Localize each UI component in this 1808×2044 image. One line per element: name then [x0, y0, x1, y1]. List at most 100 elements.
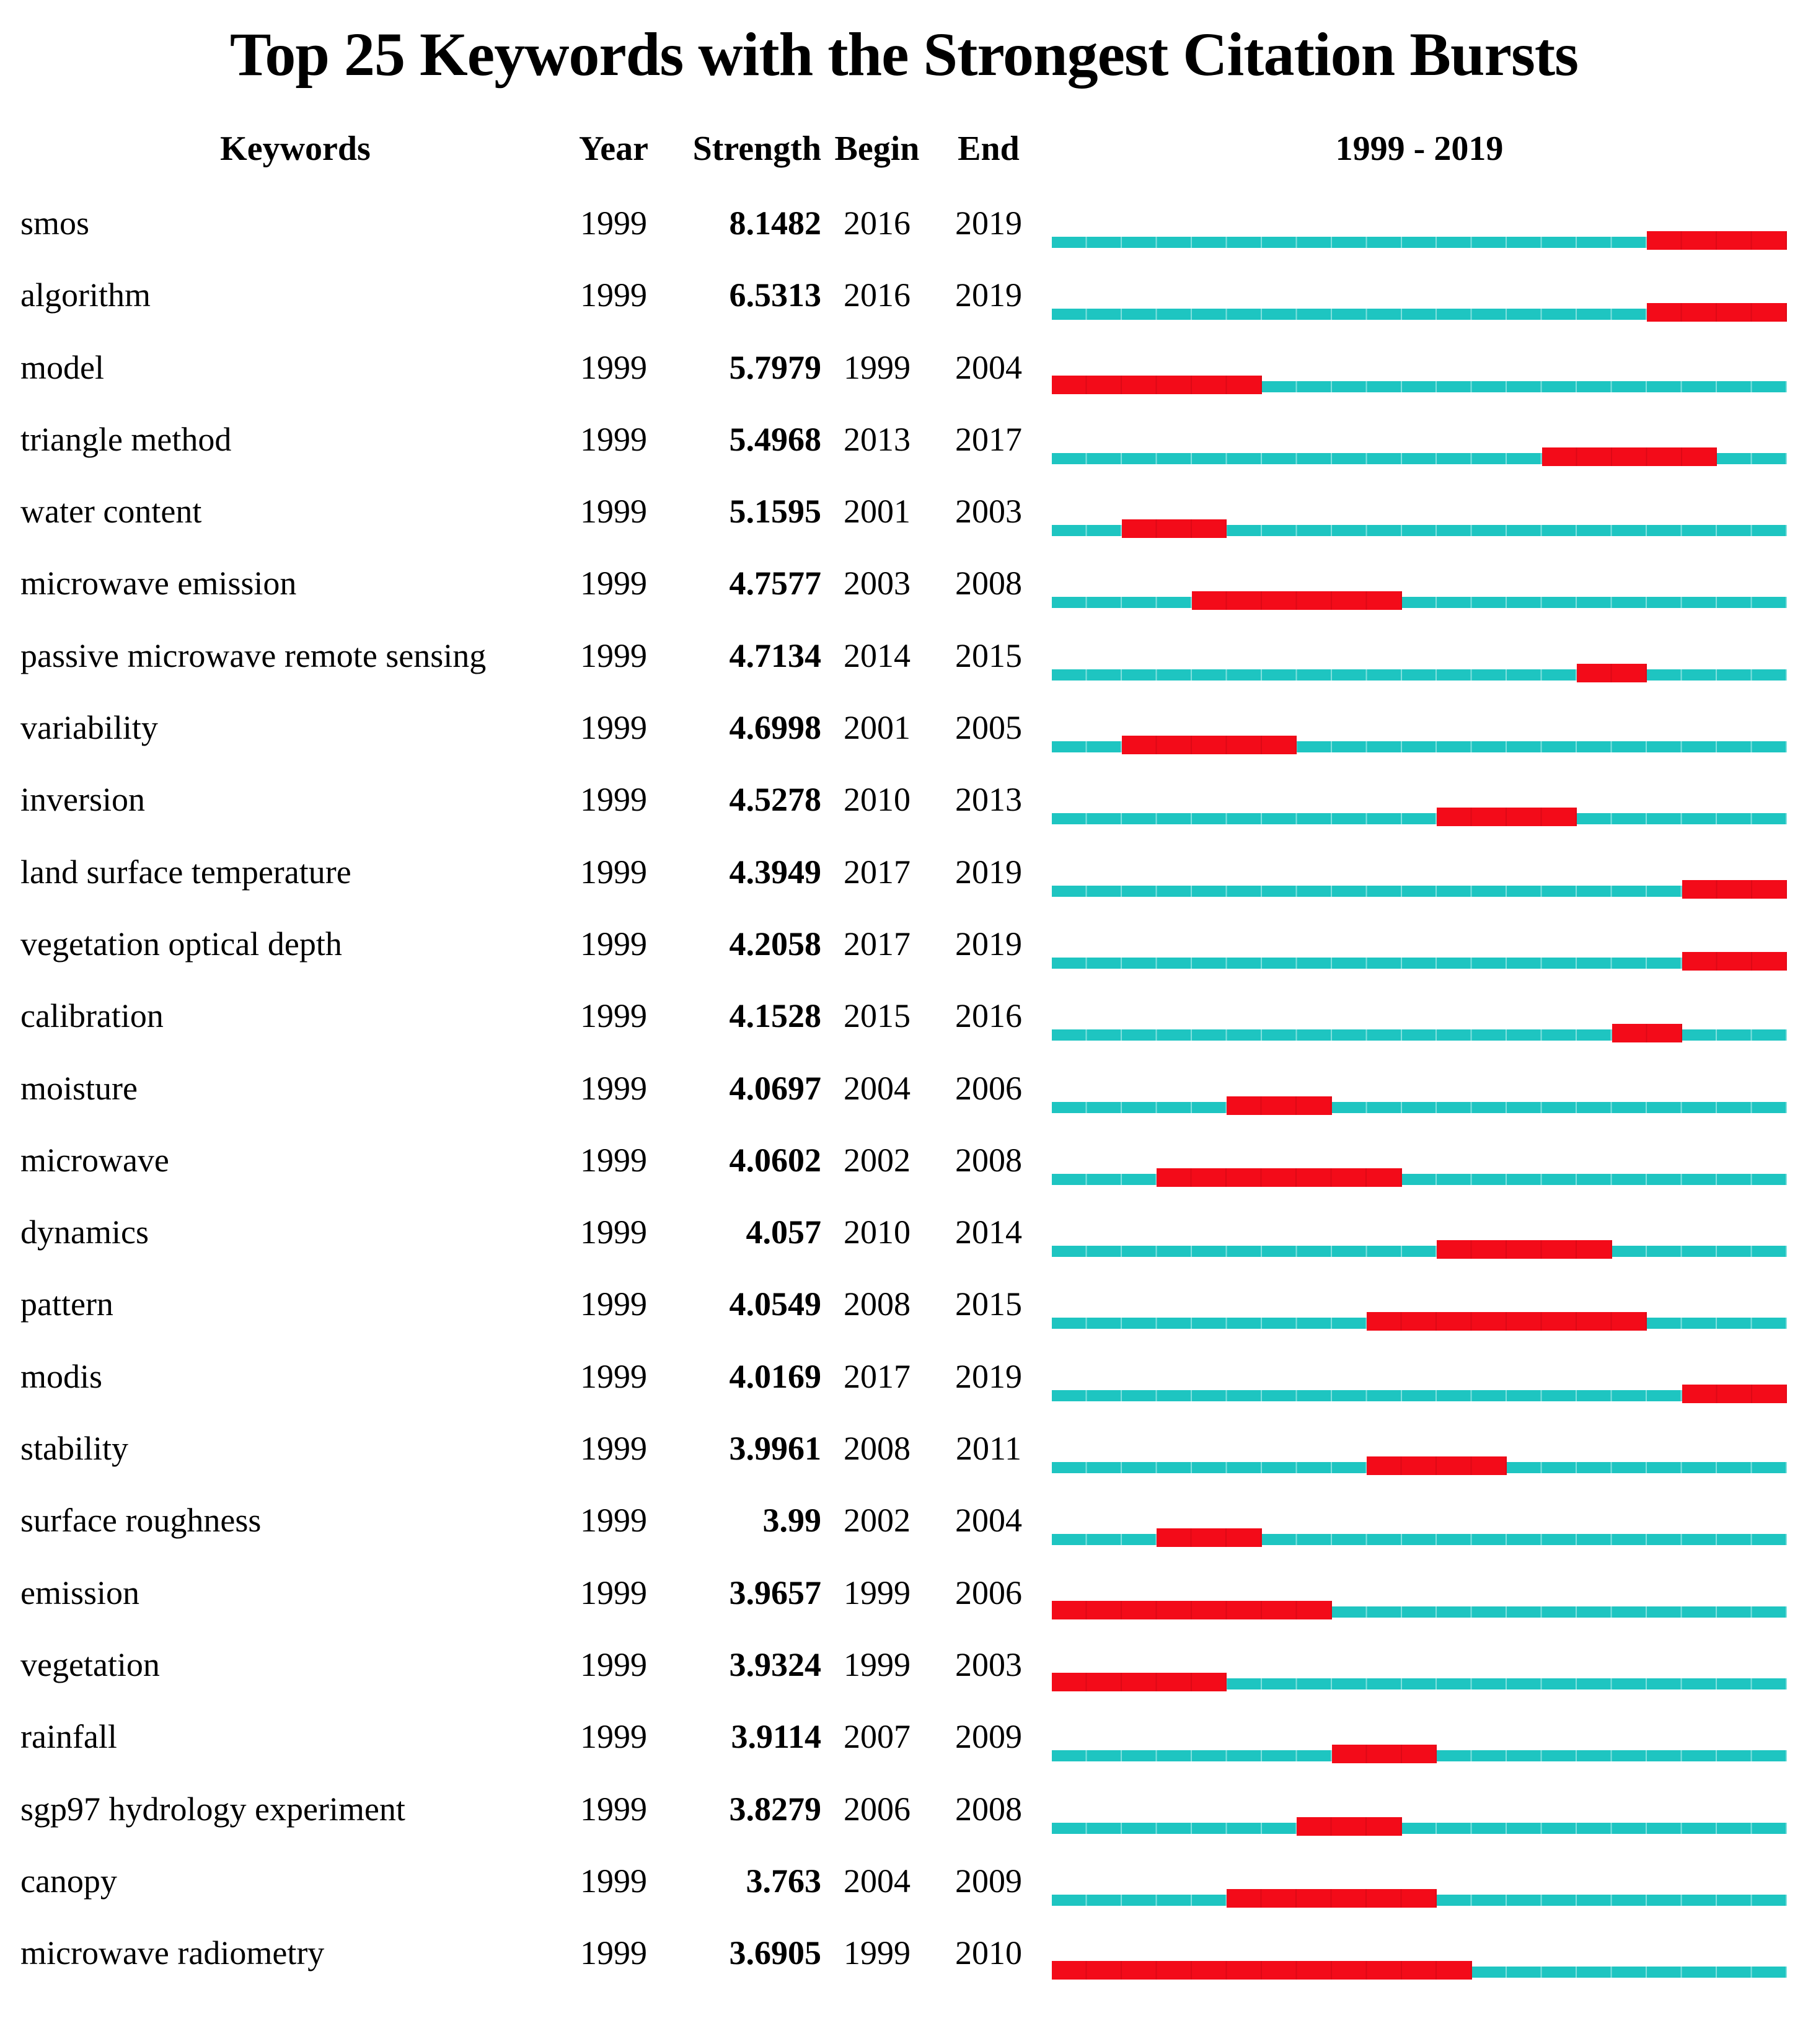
- timeline-cell: [1052, 1489, 1787, 1561]
- begin-year-value: 2017: [844, 853, 911, 891]
- row-gap: [1044, 697, 1052, 710]
- timeline-cell: [1052, 1634, 1787, 1706]
- strength-value: 3.99: [762, 1502, 822, 1540]
- keyword-label: model: [20, 348, 104, 386]
- burst-segment: [1541, 447, 1718, 466]
- strength-value: 4.0549: [729, 1285, 822, 1323]
- begin-year-value: 2015: [844, 997, 911, 1035]
- timeline-cell: [1052, 1057, 1787, 1129]
- row-gap: [1044, 1201, 1052, 1215]
- burst-segment: [1437, 1240, 1612, 1259]
- end-year-value: 2005: [955, 709, 1022, 747]
- header-year: Year: [579, 130, 648, 168]
- timeline-cell: [1052, 1850, 1787, 1922]
- keyword-label: microwave: [20, 1141, 169, 1179]
- table-row: rainfall 1999 3.9114 2007 2009: [0, 1706, 1808, 1777]
- table-row: moisture 1999 4.0697 2004 2006: [0, 1057, 1808, 1129]
- table-row: calibration 1999 4.1528 2015 2016: [0, 985, 1808, 1057]
- end-year-value: 2019: [955, 853, 1022, 891]
- table-row: vegetation optical depth 1999 4.2058 201…: [0, 913, 1808, 985]
- keyword-label: smos: [20, 205, 90, 242]
- end-year-value: 2009: [955, 1862, 1022, 1900]
- keyword-label: variability: [20, 709, 158, 747]
- timeline-cell: [1052, 337, 1787, 408]
- year-value: 1999: [580, 853, 647, 891]
- keyword-label: rainfall: [20, 1718, 117, 1756]
- row-gap: [1044, 1129, 1052, 1143]
- year-value: 1999: [580, 1069, 647, 1107]
- keyword-label: microwave radiometry: [20, 1934, 325, 1972]
- year-value: 1999: [580, 1934, 647, 1972]
- begin-year-value: 2006: [844, 1790, 911, 1828]
- timeline-cell: [1052, 841, 1787, 913]
- timeline-cell: [1052, 1129, 1787, 1201]
- table-row: smos 1999 8.1482 2016 2019: [0, 192, 1808, 264]
- burst-segment: [1227, 1888, 1437, 1908]
- row-gap: [1044, 1634, 1052, 1647]
- begin-year-value: 2010: [844, 781, 911, 819]
- timeline-cell: [1052, 625, 1787, 697]
- strength-value: 4.3949: [729, 853, 822, 891]
- timeline-cell: [1052, 985, 1787, 1057]
- end-year-value: 2006: [955, 1574, 1022, 1611]
- timeline-track: [1052, 1678, 1787, 1689]
- row-gap: [1044, 1346, 1052, 1359]
- begin-year-value: 2016: [844, 205, 911, 242]
- row-gap: [1044, 841, 1052, 855]
- row-gap: [1044, 913, 1052, 927]
- strength-value: 5.4968: [729, 420, 822, 458]
- row-gap: [1044, 1562, 1052, 1575]
- year-value: 1999: [580, 781, 647, 819]
- strength-value: 4.0602: [729, 1141, 822, 1179]
- row-gap: [1044, 1417, 1052, 1431]
- end-year-value: 2008: [955, 1790, 1022, 1828]
- strength-value: 3.6905: [729, 1934, 822, 1972]
- table-row: sgp97 hydrology experiment 1999 3.8279 2…: [0, 1778, 1808, 1850]
- row-gap: [1044, 1273, 1052, 1287]
- year-value: 1999: [580, 420, 647, 458]
- row-gap: [1044, 1778, 1052, 1792]
- year-value: 1999: [580, 1285, 647, 1323]
- year-value: 1999: [580, 1862, 647, 1900]
- year-value: 1999: [580, 637, 647, 674]
- header-end: End: [958, 130, 1020, 168]
- strength-value: 4.057: [746, 1214, 822, 1251]
- timeline-track: [1052, 1029, 1787, 1041]
- keyword-label: algorithm: [20, 276, 151, 314]
- table-row: surface roughness 1999 3.99 2002 2004: [0, 1489, 1808, 1561]
- burst-segment: [1647, 303, 1787, 322]
- timeline-cell: [1052, 264, 1787, 336]
- keyword-label: passive microwave remote sensing: [20, 637, 487, 674]
- begin-year-value: 2002: [844, 1141, 911, 1179]
- table-row: passive microwave remote sensing 1999 4.…: [0, 625, 1808, 697]
- end-year-value: 2009: [955, 1718, 1022, 1756]
- row-gap: [1044, 1922, 1052, 1936]
- keyword-label: sgp97 hydrology experiment: [20, 1790, 405, 1828]
- table-row: dynamics 1999 4.057 2010 2014: [0, 1201, 1808, 1273]
- end-year-value: 2004: [955, 348, 1022, 386]
- begin-year-value: 1999: [844, 1574, 911, 1611]
- row-gap: [1044, 192, 1052, 206]
- table-row: model 1999 5.7979 1999 2004: [0, 337, 1808, 408]
- strength-value: 5.7979: [729, 348, 822, 386]
- table-row: vegetation 1999 3.9324 1999 2003: [0, 1634, 1808, 1706]
- timeline-cell: [1052, 1562, 1787, 1634]
- end-year-value: 2004: [955, 1502, 1022, 1540]
- row-gap: [1044, 1850, 1052, 1864]
- timeline-track: [1052, 957, 1787, 969]
- table-row: microwave emission 1999 4.7577 2003 2008: [0, 552, 1808, 624]
- timeline-cell: [1052, 913, 1787, 985]
- end-year-value: 2003: [955, 1645, 1022, 1683]
- timeline-cell: [1052, 1922, 1787, 1994]
- year-value: 1999: [580, 1574, 647, 1611]
- end-year-value: 2010: [955, 1934, 1022, 1972]
- timeline-track: [1052, 813, 1787, 825]
- burst-segment: [1052, 1961, 1472, 1980]
- burst-segment: [1121, 736, 1297, 755]
- burst-segment: [1367, 1456, 1507, 1476]
- begin-year-value: 2010: [844, 1214, 911, 1251]
- end-year-value: 2014: [955, 1214, 1022, 1251]
- keyword-label: dynamics: [20, 1214, 149, 1251]
- end-year-value: 2017: [955, 420, 1022, 458]
- keyword-label: land surface temperature: [20, 853, 351, 891]
